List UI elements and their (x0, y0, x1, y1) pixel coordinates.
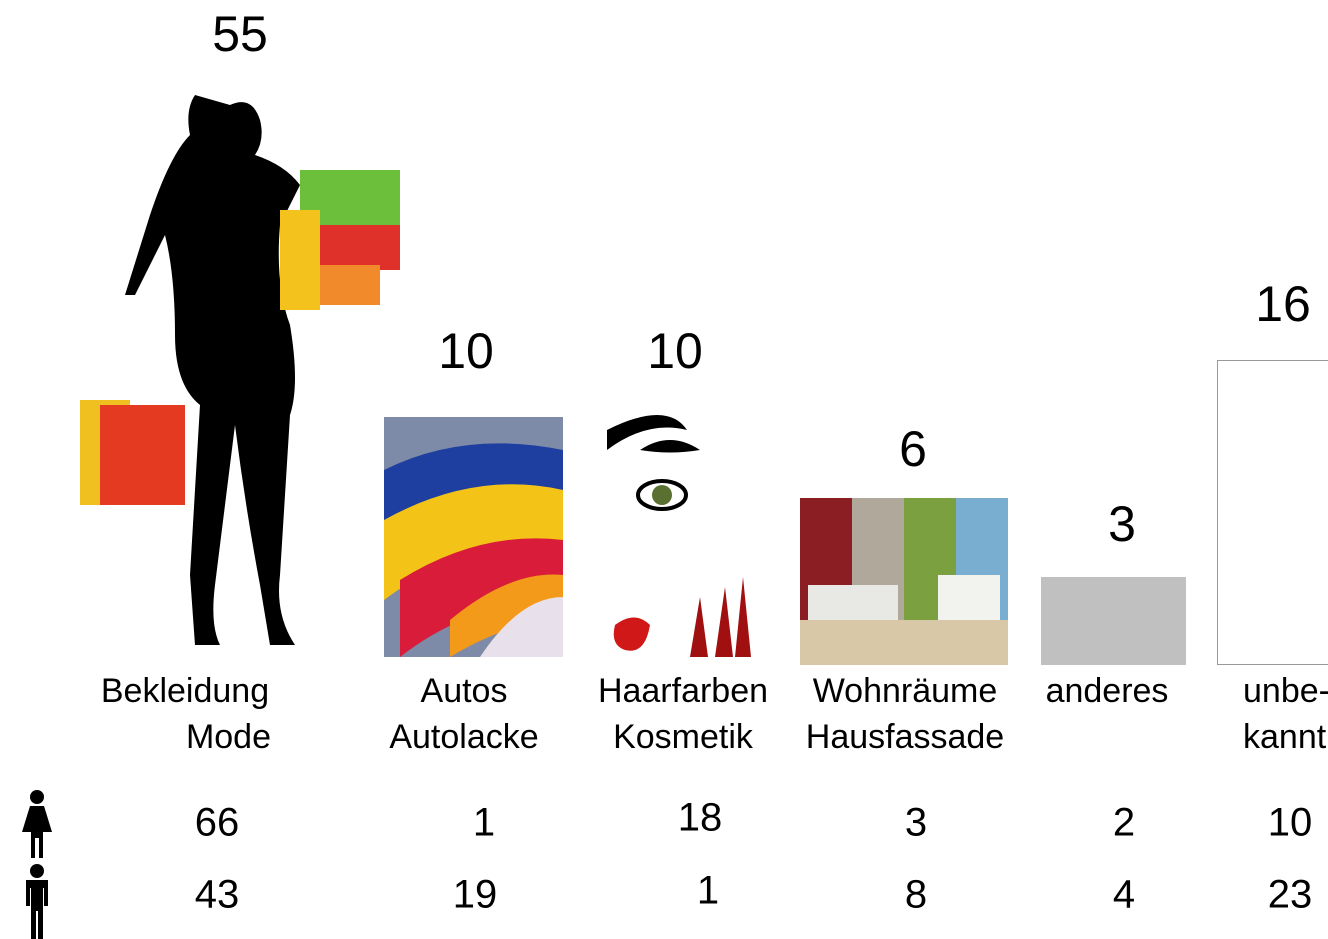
total: 10 (647, 323, 703, 379)
category-label: Autolacke (389, 718, 538, 756)
category-label: Bekleidung (101, 672, 269, 710)
cars-picture (384, 417, 563, 657)
total: 6 (899, 421, 927, 477)
total: 55 (212, 6, 268, 62)
female-count: 3 (905, 801, 927, 845)
rooms-picture (800, 498, 1008, 665)
male-count: 19 (453, 873, 498, 917)
cosmetics-picture (607, 415, 751, 657)
total: 10 (438, 323, 494, 379)
female-count: 2 (1113, 801, 1135, 845)
category-label: Wohnräume (813, 672, 998, 710)
male-count: 4 (1113, 873, 1135, 917)
category-label: Hausfassade (806, 718, 1004, 756)
female-count: 1 (473, 801, 495, 845)
female-count: 10 (1268, 801, 1313, 845)
female-count: 18 (678, 796, 723, 840)
category-label: Mode (186, 718, 271, 756)
infographic: 55BekleidungMode664310AutosAutolacke1191… (0, 0, 1328, 939)
category-label: Haarfarben (598, 672, 768, 710)
male-count: 43 (195, 873, 240, 917)
category-label: Kosmetik (613, 718, 754, 756)
other-box (1041, 577, 1186, 665)
category-label: Autos (421, 672, 508, 710)
page: {"items": [ {"label": ["Bekleidung", "Mo… (0, 0, 1328, 939)
category-label: kannt (1243, 718, 1327, 756)
category-label: unbe- (1243, 672, 1328, 710)
male-count: 8 (905, 873, 927, 917)
total: 3 (1108, 496, 1136, 552)
fashion-picture (80, 95, 400, 645)
total: 16 (1255, 276, 1311, 332)
male-count: 1 (697, 869, 719, 913)
category-label: anderes (1046, 672, 1169, 710)
male-count: 23 (1268, 873, 1313, 917)
male-icon (26, 864, 48, 939)
female-icon (22, 790, 52, 858)
unknown-box (1218, 361, 1328, 665)
female-count: 66 (195, 801, 240, 845)
